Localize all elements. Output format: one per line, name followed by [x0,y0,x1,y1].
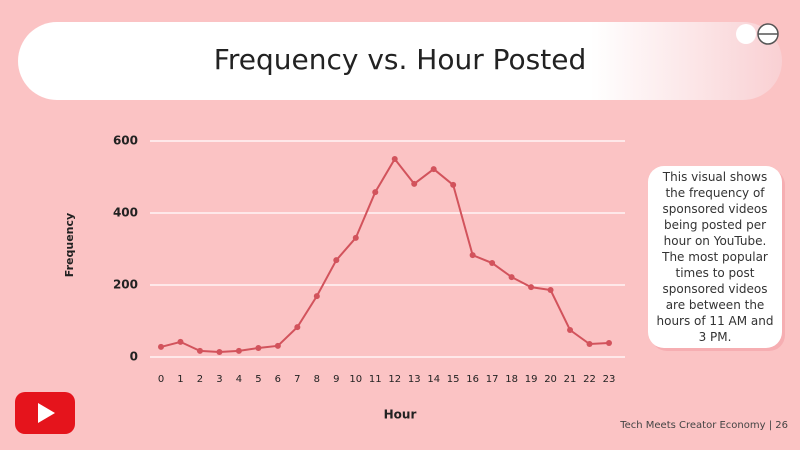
title-banner [18,22,782,100]
x-tick-label: 19 [525,374,538,385]
data-point [177,338,184,345]
data-point [294,324,301,331]
y-tick-label: 400 [113,206,138,220]
chart-title: Frequency vs. Hour Posted [214,43,586,76]
data-point [489,260,496,267]
x-tick-label: 12 [388,374,401,385]
x-tick-label: 16 [466,374,479,385]
x-tick-label: 14 [427,374,440,385]
youtube-icon [15,392,75,434]
x-tick-label: 6 [275,374,281,385]
data-point [313,293,320,300]
data-point [450,181,457,188]
data-line [160,157,610,353]
x-tick-label: 11 [369,374,382,385]
logo [736,23,779,45]
data-point [372,189,379,196]
x-tick-label: 2 [197,374,203,385]
y-tick-label: 600 [113,134,138,148]
x-tick-label: 20 [544,374,557,385]
x-tick-label: 1 [177,374,183,385]
data-point [391,156,398,162]
annotation: This visual shows the frequency of spons… [648,166,782,348]
data-point [196,347,203,354]
x-tick-label: 5 [255,374,261,385]
data-point [508,274,515,281]
x-tick-label: 3 [216,374,222,385]
data-point [430,166,437,173]
x-tick-label: 8 [314,374,320,385]
x-tick-label: 21 [564,374,577,385]
data-point [547,287,554,294]
x-tick-label: 23 [603,374,616,385]
data-point [333,257,340,264]
x-tick-label: 10 [349,374,362,385]
data-point [274,342,281,349]
x-tick-label: 0 [158,374,164,385]
x-tick-label: 13 [408,374,421,385]
x-tick-label: 4 [236,374,242,385]
data-point [255,345,262,351]
data-point [352,234,359,241]
data-point [528,284,535,291]
x-tick-label: 22 [583,374,596,385]
data-point [586,341,593,348]
data-point [606,339,612,346]
data-point [216,348,223,355]
data-point [411,180,418,187]
data-point [235,347,242,354]
x-tick-label: 7 [294,374,300,385]
x-tick-label: 18 [505,374,518,385]
data-point [567,327,574,333]
x-tick-label: 17 [486,374,499,385]
y-axis-label: Frequency [63,213,76,277]
data-point [469,252,476,259]
y-tick-label: 200 [113,278,138,292]
x-axis-label: Hour [384,408,417,422]
data-point [158,343,164,350]
footer: Tech Meets Creator Economy | 26 [620,420,788,431]
x-tick-label: 9 [333,374,339,385]
x-tick-label: 15 [447,374,460,385]
y-tick-label: 0 [130,350,138,364]
